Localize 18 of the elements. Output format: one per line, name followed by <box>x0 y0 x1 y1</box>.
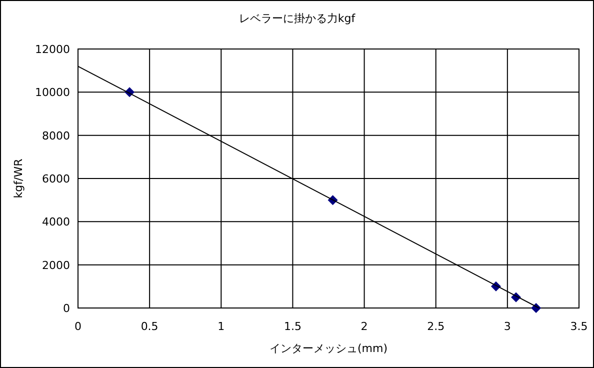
y-axis-title: kgf/WR <box>12 158 25 198</box>
y-tick-label: 0 <box>63 302 70 315</box>
y-tick-label: 12000 <box>35 43 70 56</box>
x-tick-label: 3 <box>504 320 511 333</box>
x-tick-label: 2 <box>360 320 368 333</box>
x-tick-label: 0.5 <box>140 320 158 333</box>
x-tick-label: 0 <box>74 320 82 333</box>
x-tick-label: 1 <box>218 320 225 333</box>
x-tick-label: 3.5 <box>570 320 588 333</box>
chart-title: レベラーに掛かる力kgf <box>238 12 356 25</box>
x-tick-label: 1.5 <box>284 320 302 333</box>
y-tick-label: 6000 <box>42 172 70 186</box>
x-axis-title: インターメッシュ(mm) <box>269 342 388 355</box>
y-tick-label: 10000 <box>35 86 70 100</box>
y-tick-label: 2000 <box>42 258 70 272</box>
x-tick-label: 2.5 <box>427 320 445 333</box>
y-tick-label: 8000 <box>42 129 70 142</box>
y-tick-label: 4000 <box>42 216 70 229</box>
